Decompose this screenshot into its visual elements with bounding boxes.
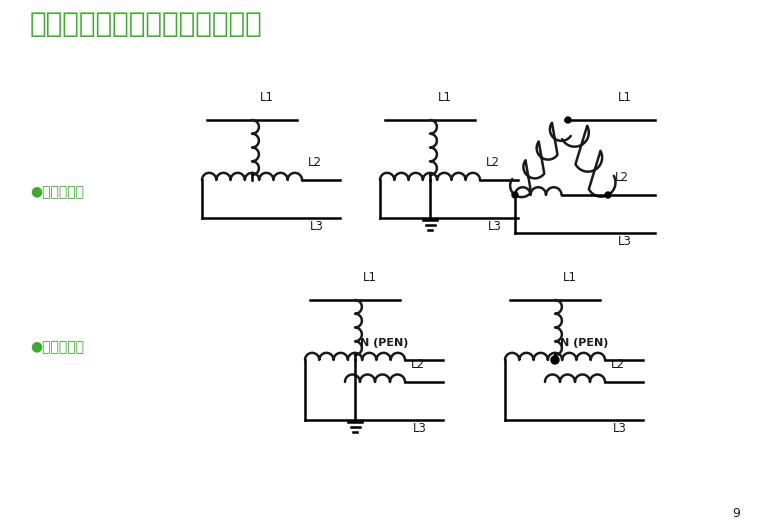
Text: L3: L3: [618, 235, 632, 248]
Text: 9: 9: [732, 507, 740, 520]
Text: L1: L1: [563, 271, 577, 284]
Circle shape: [551, 356, 559, 364]
Text: L2: L2: [411, 358, 425, 371]
Text: L3: L3: [488, 220, 502, 233]
Text: L1: L1: [260, 91, 274, 104]
Text: ●三相四线制: ●三相四线制: [30, 340, 84, 354]
Text: L3: L3: [413, 422, 427, 435]
Text: L1: L1: [438, 91, 452, 104]
Text: L1: L1: [618, 91, 632, 104]
Text: N (PEN): N (PEN): [560, 338, 608, 348]
Circle shape: [565, 117, 571, 123]
Text: L2: L2: [308, 156, 322, 169]
Text: N (PEN): N (PEN): [360, 338, 408, 348]
Circle shape: [605, 192, 611, 198]
Circle shape: [512, 192, 518, 198]
Text: L3: L3: [310, 220, 324, 233]
Text: L2: L2: [486, 156, 500, 169]
Text: L2: L2: [611, 358, 625, 371]
Text: L1: L1: [363, 271, 377, 284]
Text: L2: L2: [615, 171, 629, 184]
Text: 带电导体系统型式的选择（续）: 带电导体系统型式的选择（续）: [30, 10, 263, 38]
Text: L3: L3: [613, 422, 627, 435]
Text: ●三相三线制: ●三相三线制: [30, 185, 84, 199]
